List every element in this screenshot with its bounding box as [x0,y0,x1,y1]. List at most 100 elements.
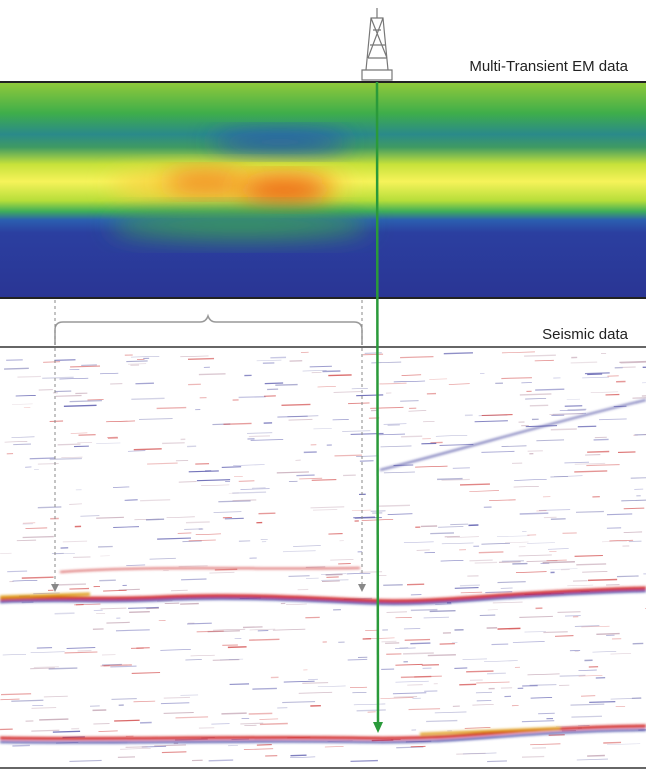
noise-stroke [587,451,609,452]
noise-stroke [535,389,564,390]
noise-stroke [535,360,554,361]
noise-stroke [240,489,269,490]
noise-stroke [13,444,31,445]
noise-stroke [146,519,164,520]
horizons [0,400,646,743]
noise-stroke [277,472,309,473]
noise-stroke [568,409,587,410]
noise-stroke [299,478,322,479]
noise-stroke [401,676,431,677]
noise-stroke [460,484,490,485]
noise-stroke [519,555,552,556]
noise-stroke [63,541,87,542]
noise-stroke [556,726,578,727]
well-path [377,82,378,724]
noise-stroke [179,566,208,567]
noise-stroke [565,406,583,407]
noise-stroke [233,500,257,501]
noise-stroke [78,435,95,436]
noise-stroke [437,479,463,480]
noise-stroke [25,528,47,529]
noise-stroke [440,444,474,445]
noise-stroke [44,696,68,697]
noise-stroke [617,576,639,577]
noise-stroke [214,512,242,513]
noise-stroke [481,451,514,452]
noise-stroke [55,584,86,585]
derrick [362,8,392,80]
noise-stroke [596,634,619,635]
noise-stroke [564,462,589,463]
noise-stroke [347,573,371,574]
noise-stroke [30,668,55,669]
noise-stroke [527,543,555,544]
noise-stroke [12,745,30,746]
noise-stroke [54,360,75,361]
noise-stroke [530,744,560,745]
noise-stroke [502,446,527,447]
noise-stroke [160,649,190,650]
noise-stroke [293,546,321,547]
noise-stroke [607,514,632,515]
noise-stroke [514,479,547,480]
noise-stroke [574,471,607,472]
noise-stroke [286,604,307,605]
noise-stroke [258,513,275,514]
noise-stroke [475,562,497,563]
noise-stroke [487,761,507,762]
noise-stroke [587,756,605,757]
noise-stroke [482,415,513,416]
noise-stroke [449,384,470,385]
noise-stroke [259,719,278,720]
noise-stroke [571,716,602,717]
horizon [60,568,360,572]
noise-stroke [221,713,246,714]
noise-stroke [322,371,340,372]
noise-stroke [189,471,219,472]
noise-stroke [249,436,270,437]
noise-stroke [582,571,607,572]
noise-stroke [23,537,54,538]
noise-stroke [522,721,554,722]
noise-stroke [381,446,412,447]
noise-stroke [38,507,62,508]
noise-stroke [592,651,616,652]
noise-stroke [61,457,82,458]
noise-stroke [342,431,370,432]
noise-stroke [306,567,325,568]
noise-stroke [43,362,60,363]
noise-stroke [201,485,229,486]
noise-stroke [484,661,518,662]
noise-stroke [516,572,547,573]
noise-stroke [485,592,512,593]
noise-stroke [466,671,493,672]
noise-stroke [164,697,190,698]
noise-stroke [5,441,28,442]
noise-stroke [296,475,314,476]
noise-stroke [498,628,521,629]
noise-stroke [548,549,569,550]
noise-stroke [129,612,150,613]
noise-stroke [489,500,516,501]
arrow-heads [51,584,366,592]
noise-stroke [393,693,426,694]
noise-stroke [284,681,315,682]
noise-stroke [405,639,430,640]
noise-stroke [547,560,567,561]
noise-stroke [30,458,55,459]
noise-stroke [571,704,605,705]
noise-stroke [441,560,464,561]
noise-stroke [551,429,577,430]
noise-stroke [585,373,610,374]
noise-stroke [632,397,646,398]
noise-stroke [527,674,559,675]
noise-stroke [184,529,202,530]
noise-stroke [283,551,316,552]
noise-stroke [42,377,73,378]
noise-stroke [64,405,97,406]
noise-stroke [288,576,309,577]
noise-stroke [187,623,212,624]
noise-stroke [475,421,508,422]
noise-stroke [479,552,504,553]
em-anomaly [240,178,330,202]
